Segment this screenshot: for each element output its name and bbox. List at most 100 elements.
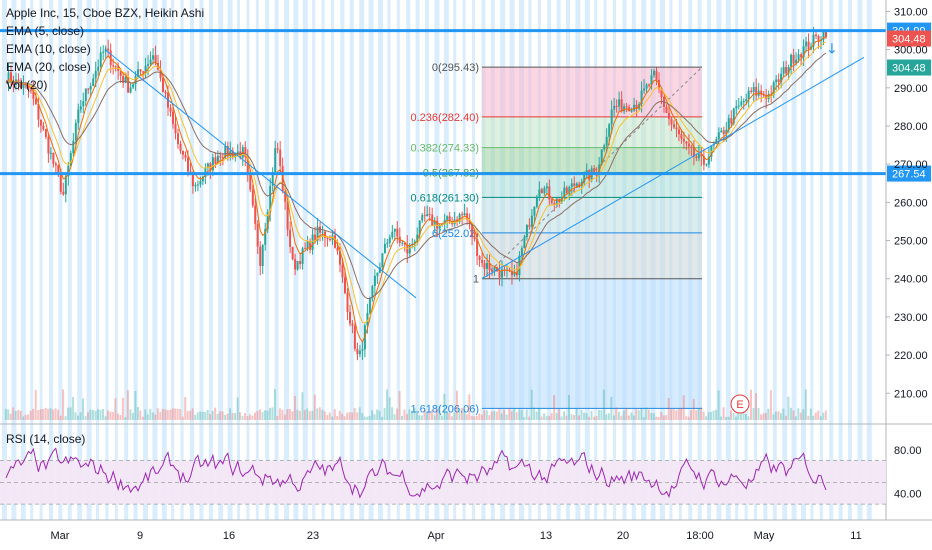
candle [658,79,660,89]
volume-bar [647,409,650,420]
session-band [190,0,194,520]
volume-bar [318,407,321,420]
candle [518,255,521,276]
volume-bar [396,408,399,420]
candle [187,157,189,172]
session-band [199,0,204,520]
session-band [302,0,308,520]
candle [182,150,184,155]
volume-bar [545,416,548,420]
volume-bar [391,407,394,420]
volume-bar [418,415,421,420]
volume-bar [161,408,164,420]
candle [201,176,204,182]
volume-bar [670,409,673,420]
volume-bar [605,414,608,420]
volume-bar [341,413,344,420]
volume-bar [523,416,526,420]
candle [483,263,486,269]
candle [578,183,581,186]
volume-bar [745,414,747,420]
fib-zone [482,67,702,117]
rsi-legend[interactable]: RSI (14, close) [6,432,86,446]
session-band [105,0,109,520]
volume-bar [580,410,583,420]
candle [755,87,758,96]
candle [34,98,37,105]
candle [7,72,10,84]
candle [351,323,354,326]
legend-vol[interactable]: Vol (20) [6,78,48,92]
candle [264,229,267,245]
volume-bar [779,413,782,420]
volume-bar [77,415,79,420]
volume-bar [600,410,603,420]
session-band [443,0,449,520]
price-tick-label: 310.00 [894,6,928,18]
legend-ema20[interactable]: EMA (20, close) [6,60,91,74]
fib-label: 6(252.02) [432,228,479,240]
ema-price-tag [887,59,931,76]
volume-bar [500,413,503,420]
candle [493,267,496,272]
candle [27,85,30,90]
volume-bar [89,409,92,420]
volume-bar [214,407,217,420]
candle [219,155,222,158]
legend-ema5[interactable]: EMA (5, close) [6,24,85,38]
candle [82,101,85,107]
candle [525,224,528,237]
volume-bar [199,411,202,420]
price-tick-label: 240.00 [894,274,928,286]
volume-bar [234,413,237,420]
candle [79,106,82,110]
candle [702,156,705,165]
rsi-line [5,447,827,499]
time-tick-label: Apr [427,530,444,542]
candle [645,84,648,89]
candle [548,186,551,200]
volume-bar [426,412,428,420]
volume-bar [32,408,35,420]
legend-ema10[interactable]: EMA (10, close) [6,42,91,56]
candle [391,231,394,238]
session-band [124,0,129,520]
candle [281,166,284,192]
volume-bar [742,410,745,420]
price-tick-label: 280.00 [894,121,928,133]
time-tick-label: 11 [850,530,861,542]
volume-bar [343,416,346,420]
candle [747,90,750,100]
candle [413,241,416,244]
volume-bar [607,413,610,420]
volume-bar [82,398,84,420]
volume-bar [455,390,458,420]
session-band [152,0,158,520]
candle [615,106,618,107]
volume-bar [52,409,55,420]
candle [393,228,396,232]
volume-bar [296,409,299,420]
volume-bar [627,415,630,420]
candle [426,214,429,217]
candle [695,156,698,159]
candle [660,88,663,97]
candle [431,214,434,226]
volume-bar [677,408,680,420]
volume-bar [428,412,431,420]
volume-bar [64,416,67,420]
volume-bar [376,409,379,420]
volume-bar [241,416,244,420]
volume-bar [518,409,521,420]
candle [742,101,745,102]
volume-bar [473,416,476,420]
candle [316,226,319,241]
volume-bar [707,412,710,420]
candle [468,219,471,224]
session-band [11,0,17,520]
candle [568,187,571,193]
volume-bar [204,412,207,420]
volume-bar [206,410,209,420]
volume-bar [159,412,162,420]
